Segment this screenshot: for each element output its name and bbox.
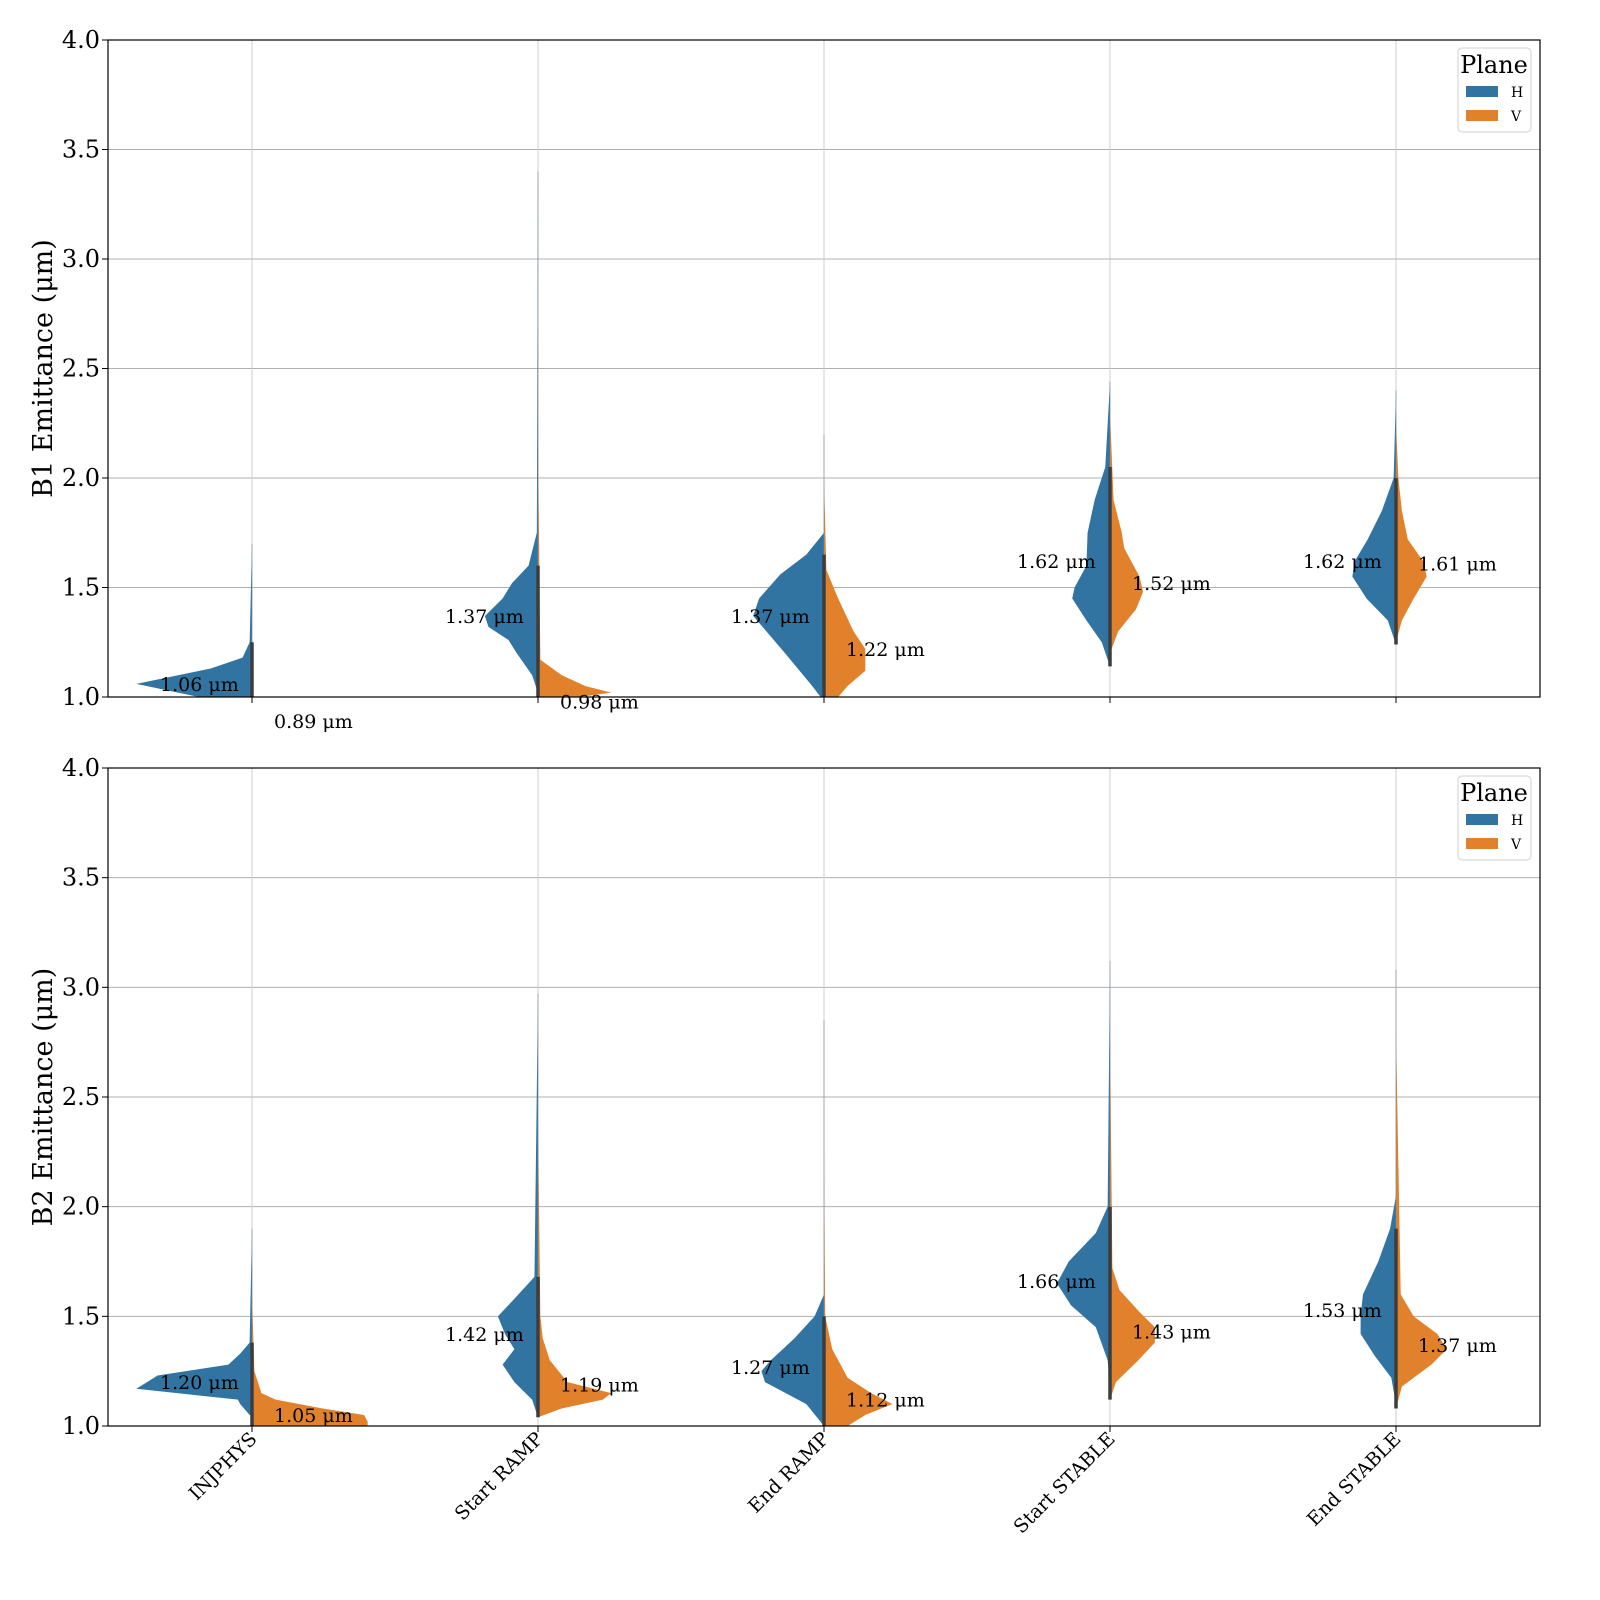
y-tick-label: 1.0 [62, 1412, 100, 1440]
y-tick-label: 2.5 [62, 355, 100, 383]
median-label-v: 1.19 μm [560, 1374, 639, 1396]
legend-label-h[interactable]: H [1511, 813, 1523, 829]
y-tick-label: 2.0 [62, 1193, 100, 1221]
violin-v-start-stable [1110, 412, 1144, 654]
median-label-v: 1.37 μm [1418, 1335, 1497, 1357]
y-tick-label: 4.0 [62, 26, 100, 54]
violin-v-end-ramp [824, 1140, 893, 1426]
median-label-h: 1.66 μm [1017, 1271, 1096, 1293]
violin-v-injphys [252, 1294, 368, 1426]
violin-h-end-stable [1352, 390, 1396, 645]
median-label-h: 1.37 μm [445, 606, 524, 628]
y-tick-label: 4.0 [62, 754, 100, 782]
median-label-v: 1.43 μm [1132, 1322, 1211, 1344]
legend-swatch-v[interactable] [1466, 110, 1498, 121]
violin-h-injphys [136, 1228, 252, 1416]
y-tick-label: 1.5 [62, 1302, 100, 1330]
x-tick-label: INJPHYS [185, 1428, 262, 1505]
y-tick-label: 2.0 [62, 464, 100, 492]
violin-h-injphys [136, 543, 252, 697]
violin-v-end-stable [1396, 1031, 1447, 1409]
median-label-v: 1.52 μm [1132, 573, 1211, 595]
y-tick-label: 3.5 [62, 864, 100, 892]
median-label-v: 1.61 μm [1418, 553, 1497, 575]
median-label-v: 1.05 μm [274, 1405, 353, 1427]
violins [136, 171, 1427, 697]
x-tick-label: End RAMP [744, 1428, 834, 1518]
panel-b2: 1.0 1.5 2.0 2.5 3.0 3.5 4.0 1.20 μm 1.42 μm 1.27 … [28, 754, 1541, 1538]
median-label-h: 1.27 μm [731, 1357, 810, 1379]
median-label-h: 1.53 μm [1303, 1300, 1382, 1322]
median-label-h: 1.62 μm [1017, 551, 1096, 573]
median-label-h: 1.42 μm [445, 1324, 524, 1346]
median-label-h: 1.20 μm [160, 1372, 239, 1394]
violin-v-start-ramp [538, 440, 612, 697]
y-tick-label: 1.5 [62, 574, 100, 602]
legend-swatch-h[interactable] [1466, 86, 1498, 97]
x-tick-label: End STABLE [1303, 1428, 1406, 1531]
violin-v-start-ramp [538, 1118, 612, 1418]
violin-v-end-stable [1396, 423, 1427, 643]
violin-h-start-stable [1072, 381, 1110, 667]
legend-swatch-h[interactable] [1466, 814, 1498, 825]
axes-frame [107, 767, 1541, 1427]
legend-title: Plane [1460, 779, 1528, 807]
median-label-h: 1.62 μm [1303, 551, 1382, 573]
violin-v-start-stable [1110, 1031, 1155, 1400]
violin-h-start-ramp [497, 993, 538, 1418]
y-tick-label: 2.5 [62, 1083, 100, 1111]
violin-h-end-ramp [753, 434, 824, 697]
violin-h-start-stable [1056, 961, 1110, 1387]
legend-label-h[interactable]: H [1511, 85, 1523, 101]
y-tick-label: 3.5 [62, 136, 100, 164]
median-label-v: 0.89 μm [274, 711, 353, 733]
panel-b1: 1.0 1.5 2.0 2.5 3.0 3.5 4.0 1.06 μm 1.37 μm 1.37 … [28, 26, 1541, 733]
legend-label-v[interactable]: V [1510, 837, 1522, 853]
axes-frame [107, 39, 1541, 698]
median-label-h: 1.06 μm [160, 674, 239, 696]
y-axis-label: B2 Emittance (μm) [28, 968, 59, 1227]
x-tick-label: Start STABLE [1010, 1428, 1120, 1538]
median-label-v: 1.22 μm [846, 639, 925, 661]
legend-swatch-v[interactable] [1466, 838, 1498, 849]
violin-h-end-ramp [761, 1020, 824, 1426]
median-label-v: 1.12 μm [846, 1390, 925, 1412]
y-axis-label: B1 Emittance (μm) [28, 239, 59, 498]
legend-label-v[interactable]: V [1510, 109, 1522, 125]
median-label-v: 0.98 μm [560, 691, 639, 713]
violin-h-start-ramp [484, 171, 538, 693]
y-tick-label: 1.0 [62, 683, 100, 711]
violin-h-end-stable [1360, 969, 1396, 1405]
violin-v-end-ramp [824, 478, 866, 697]
legend-title: Plane [1460, 51, 1528, 79]
y-tick-label: 3.0 [62, 245, 100, 273]
x-tick-label: Start RAMP [451, 1428, 548, 1525]
y-tick-label: 3.0 [62, 973, 100, 1001]
median-label-h: 1.37 μm [731, 606, 810, 628]
violins [136, 961, 1447, 1426]
